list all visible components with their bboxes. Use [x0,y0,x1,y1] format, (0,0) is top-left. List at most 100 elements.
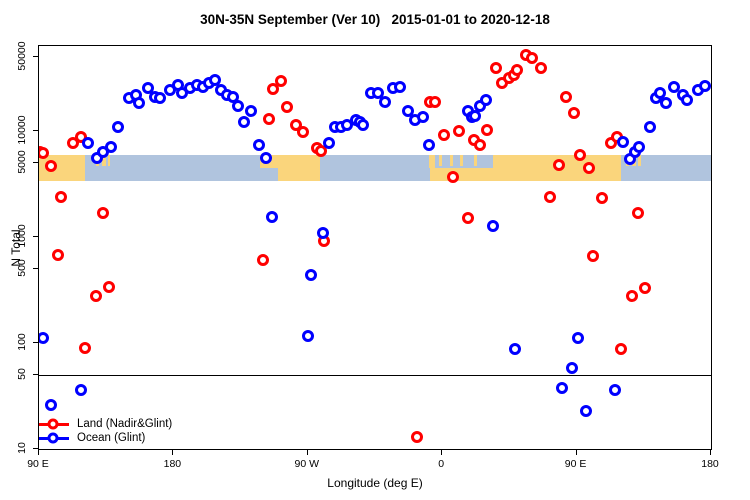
map-island [449,155,453,167]
y-tick [33,130,38,131]
ocean-point [357,118,370,131]
y-tick-label: 100 [16,333,28,351]
ocean-point [616,135,629,148]
map-land-south [39,168,85,182]
map-island [439,155,443,167]
ocean-point [509,342,522,355]
land-point [573,149,586,162]
y-tick [33,448,38,449]
ocean-point [133,96,146,109]
ocean-line-icon [39,432,69,444]
ocean-point [555,381,568,394]
ocean-circle-icon [47,432,59,444]
y-tick [33,342,38,343]
y-tick-label: 10 [16,442,28,454]
map-island [637,155,641,167]
ocean-point [82,137,95,150]
x-axis-title: Longitude (deg E) [327,476,423,490]
ocean-point [609,384,622,397]
ocean-point [667,81,680,93]
land-point [44,159,57,172]
land-point [615,342,628,355]
x-tick-label: 180 [701,458,719,470]
plot-area: Land (Nadir&Glint) Ocean (Glint) [38,45,712,450]
x-tick [710,450,711,455]
land-point [595,191,608,204]
y-tick [33,236,38,237]
y-tick [33,373,38,375]
land-point [446,170,459,183]
ocean-point [416,111,429,124]
ocean-point [74,384,87,397]
ocean-point [259,151,272,164]
map-island [473,155,477,167]
map-island [460,155,464,167]
ocean-point [252,138,265,151]
land-point [534,61,547,74]
ocean-point [699,80,711,93]
y-axis-title: N Total [9,229,23,267]
land-point [97,206,110,219]
land-point [410,430,423,443]
land-circle-icon [47,418,59,430]
ocean-point [265,211,278,224]
legend: Land (Nadir&Glint) Ocean (Glint) [39,417,172,445]
ocean-point [379,96,392,109]
x-tick-label: 90 W [294,458,320,470]
ocean-point [231,100,244,113]
ocean-point [681,94,694,107]
chart-title: 30N-35N September (Ver 10) 2015-01-01 to… [200,12,550,27]
land-point [55,190,68,203]
ocean-point [422,138,435,151]
land-point [587,250,600,263]
ocean-point [301,330,314,343]
ocean-point [112,121,125,134]
y-tick [33,55,38,57]
land-point [631,206,644,219]
map-land-south [277,168,320,182]
y-tick-label: 50 [16,368,28,380]
land-point [510,64,523,77]
ocean-point [44,399,57,411]
ocean-point [566,362,579,375]
ocean-point [245,105,258,118]
x-tick-label: 180 [163,458,182,470]
x-tick [172,450,174,455]
x-axis: 90 E 180 90 W 0 90 E 180 [27,450,719,474]
land-point [52,249,65,262]
x-tick-label: 0 [438,458,445,470]
land-point [79,342,92,355]
land-point [639,282,652,295]
x-tick [306,450,308,455]
map-land-south [430,168,622,182]
land-point [257,253,269,266]
ocean-point [304,269,317,282]
y-tick-label: 5000 [16,150,28,174]
ocean-point [654,87,667,100]
land-point [437,128,450,141]
ocean-point [39,332,50,345]
land-point [473,138,486,151]
land-point [489,62,502,75]
land-point [103,280,116,293]
ocean-point [209,74,222,87]
ocean-point [322,137,335,150]
ocean-point [316,227,329,240]
ocean-point [486,219,499,232]
land-line-icon [39,418,69,430]
map-island [102,155,107,167]
x-tick-label: 90 E [564,458,587,470]
ocean-point [643,121,656,134]
legend-item-ocean: Ocean (Glint) [39,431,172,445]
map-strip [39,155,711,182]
map-land-north [428,155,435,169]
land-point [525,51,538,64]
legend-item-land: Land (Nadir&Glint) [39,417,172,431]
land-point [280,100,293,113]
ocean-point [633,140,646,153]
ocean-point [142,81,154,94]
ocean-point [237,116,250,129]
land-point [567,106,580,119]
land-point [89,289,102,302]
map-land-north [260,155,320,169]
